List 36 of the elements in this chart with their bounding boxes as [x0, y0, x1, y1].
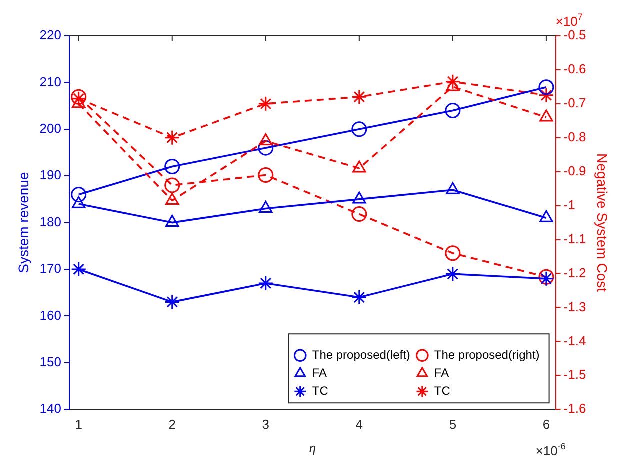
y2-tick-label: -1.2 — [564, 265, 586, 280]
y-tick-label: 180 — [40, 214, 62, 230]
y2-tick-label: -0.6 — [564, 62, 586, 77]
y-tick-label: 190 — [40, 168, 62, 183]
y2-tick-label: -0.9 — [564, 163, 586, 178]
legend-label: The proposed(right) — [434, 348, 540, 362]
y-tick-label: 140 — [40, 401, 62, 416]
y2-tick-label: -0.7 — [564, 96, 586, 111]
x-tick-label: 1 — [75, 416, 82, 432]
legend-label: The proposed(left) — [312, 348, 410, 362]
y-tick-label: 220 — [40, 28, 62, 43]
y-tick-label: 170 — [40, 261, 62, 276]
x-tick-label: 2 — [168, 416, 176, 432]
x-tick-label: 5 — [449, 416, 457, 432]
y-tick-label: 160 — [40, 308, 62, 323]
y2-tick-label: -1.5 — [564, 367, 586, 382]
y2-tick-label: -0.5 — [564, 28, 586, 43]
y-axis-title: System revenue — [15, 172, 32, 274]
y2-tick-label: -1.3 — [564, 299, 586, 314]
y2-tick-label: -1.6 — [564, 401, 586, 416]
y2-axis-title: Negative System Cost — [594, 154, 611, 292]
y2-tick-label: -1.1 — [564, 231, 586, 246]
y-tick-label: 200 — [40, 120, 62, 136]
y2-tick-label: -0.8 — [564, 129, 586, 144]
legend-label: TC — [434, 384, 451, 398]
x-tick-label: 6 — [542, 416, 550, 432]
y-tick-label: 150 — [40, 354, 62, 370]
x-tick-label: 4 — [356, 416, 364, 432]
y2-tick-label: -1.4 — [564, 333, 586, 348]
legend-label: FA — [434, 366, 450, 380]
legend-label: FA — [312, 366, 328, 380]
y-tick-label: 210 — [40, 74, 62, 90]
x-tick-label: 3 — [262, 416, 270, 432]
y2-tick-label: -1 — [564, 197, 576, 212]
legend-label: TC — [312, 384, 329, 398]
x-axis-title: η — [309, 441, 316, 456]
